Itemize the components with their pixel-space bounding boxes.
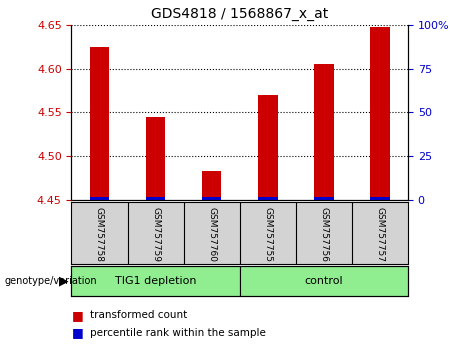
- Text: GSM757758: GSM757758: [95, 207, 104, 262]
- Bar: [90, 198, 109, 200]
- Bar: [146, 198, 165, 200]
- Bar: [90, 47, 109, 200]
- Bar: [370, 198, 390, 200]
- Text: control: control: [305, 275, 343, 286]
- Bar: [314, 198, 334, 200]
- Bar: [314, 64, 334, 200]
- FancyBboxPatch shape: [71, 266, 240, 296]
- Title: GDS4818 / 1568867_x_at: GDS4818 / 1568867_x_at: [151, 7, 328, 21]
- Bar: [258, 95, 278, 200]
- Text: GSM757759: GSM757759: [151, 207, 160, 262]
- Text: GSM757757: GSM757757: [375, 207, 384, 262]
- Text: percentile rank within the sample: percentile rank within the sample: [90, 328, 266, 338]
- Text: GSM757756: GSM757756: [319, 207, 328, 262]
- Bar: [370, 27, 390, 200]
- Text: transformed count: transformed count: [90, 310, 187, 320]
- Text: ▶: ▶: [59, 274, 68, 287]
- FancyBboxPatch shape: [240, 266, 408, 296]
- Bar: [258, 198, 278, 200]
- Text: TIG1 depletion: TIG1 depletion: [115, 275, 196, 286]
- Bar: [202, 171, 221, 200]
- Text: ■: ■: [71, 309, 83, 321]
- Bar: [146, 117, 165, 200]
- Text: GSM757755: GSM757755: [263, 207, 272, 262]
- Text: ■: ■: [71, 326, 83, 339]
- Text: GSM757760: GSM757760: [207, 207, 216, 262]
- Text: genotype/variation: genotype/variation: [5, 275, 97, 286]
- Bar: [202, 198, 221, 200]
